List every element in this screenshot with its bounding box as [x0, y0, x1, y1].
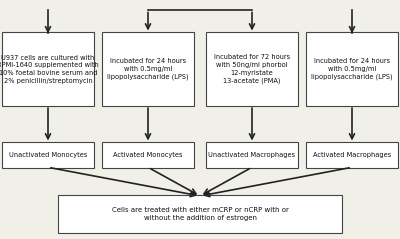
- Text: Activated Monocytes: Activated Monocytes: [113, 152, 183, 158]
- Text: Incubated for 72 hours
with 50ng/ml phorbol
12-myristate
13-acetate (PMA): Incubated for 72 hours with 50ng/ml phor…: [214, 54, 290, 84]
- FancyBboxPatch shape: [2, 32, 94, 106]
- FancyBboxPatch shape: [102, 32, 194, 106]
- Text: Incubated for 24 hours
with 0.5mg/ml
lipopolysaccharide (LPS): Incubated for 24 hours with 0.5mg/ml lip…: [107, 58, 189, 80]
- FancyBboxPatch shape: [306, 32, 398, 106]
- Text: Unactivated Macrophages: Unactivated Macrophages: [208, 152, 296, 158]
- FancyBboxPatch shape: [2, 142, 94, 168]
- Text: Activated Macrophages: Activated Macrophages: [313, 152, 391, 158]
- Text: Cells are treated with either mCRP or nCRP with or
without the addition of estro: Cells are treated with either mCRP or nC…: [112, 207, 288, 221]
- FancyBboxPatch shape: [206, 32, 298, 106]
- Text: U937 cells are cultured with
RPMI-1640 supplemented with
10% foetal bovine serum: U937 cells are cultured with RPMI-1640 s…: [0, 55, 99, 84]
- FancyBboxPatch shape: [102, 142, 194, 168]
- FancyBboxPatch shape: [306, 142, 398, 168]
- Text: Unactivated Monocytes: Unactivated Monocytes: [9, 152, 87, 158]
- FancyBboxPatch shape: [206, 142, 298, 168]
- Text: Incubated for 24 hours
with 0.5mg/ml
lipopolysaccharide (LPS): Incubated for 24 hours with 0.5mg/ml lip…: [311, 58, 393, 80]
- FancyBboxPatch shape: [58, 195, 342, 233]
